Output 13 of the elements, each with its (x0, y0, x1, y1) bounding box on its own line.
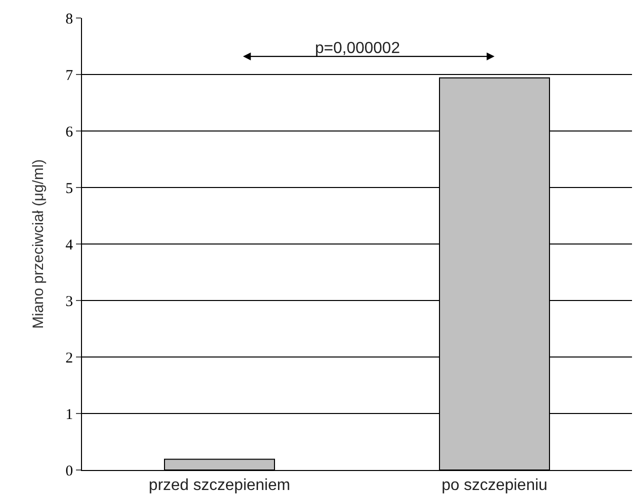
y-tick-label: 8 (66, 11, 73, 28)
annotation: p=0,000002 (315, 40, 400, 57)
y-tick-label: 7 (66, 68, 74, 84)
x-tick-label: przed szczepieniem (148, 477, 290, 494)
y-tick-label: 5 (66, 180, 73, 197)
y-tick-label: 0 (66, 463, 73, 480)
y-tick-label: 6 (66, 124, 74, 140)
x-tick-label: po szczepieniu (442, 477, 548, 494)
y-tick-label: 2 (66, 350, 73, 366)
y-axis-title: Miano przeciwciał (μg/ml) (30, 159, 47, 329)
y-tick-label: 4 (66, 237, 74, 254)
y-tick-label: 1 (66, 406, 73, 423)
y-tick-label: 3 (66, 294, 73, 310)
